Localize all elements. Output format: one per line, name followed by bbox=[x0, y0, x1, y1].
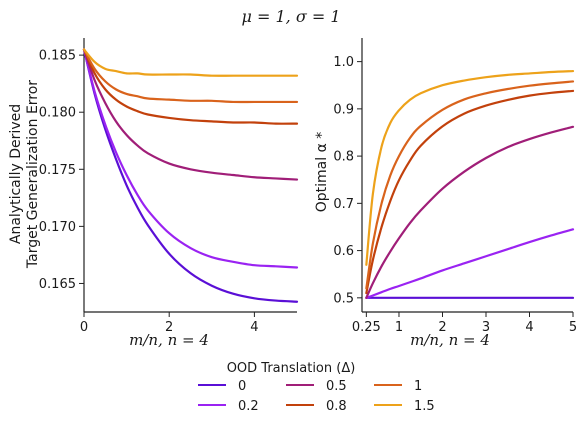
x-tick-label: 1 bbox=[395, 320, 403, 335]
y-tick-label: 0.5 bbox=[333, 291, 354, 306]
legend-entry-label: 0 bbox=[238, 379, 246, 394]
series-line-delta-0-5 bbox=[82, 48, 299, 181]
figure-suptitle: μ = 1, σ = 1 bbox=[241, 7, 340, 26]
legend-entry-label: 0.5 bbox=[326, 379, 347, 394]
y-tick-label: 0.185 bbox=[39, 49, 76, 64]
legend-entry-label: 1.5 bbox=[414, 399, 435, 414]
series-line-delta-0-2 bbox=[82, 48, 299, 269]
left-y-axis-label-line1: Analytically Derived bbox=[8, 104, 24, 244]
x-tick-label: 0.25 bbox=[352, 320, 381, 335]
series-line-delta-1 bbox=[365, 80, 575, 290]
x-tick-label: 2 bbox=[165, 320, 173, 335]
y-tick-label: 0.8 bbox=[333, 150, 354, 165]
left-x-axis-label: m/n, n = 4 bbox=[129, 331, 209, 349]
right-y-axis-label: Optimal α * bbox=[314, 132, 330, 213]
x-tick-label: 0 bbox=[80, 320, 88, 335]
y-tick-label: 0.175 bbox=[39, 163, 76, 178]
left-plot: 0 2 4 0.165 0.170 0.175 0.180 0.185 bbox=[39, 38, 299, 335]
series-line-delta-0-8 bbox=[365, 89, 575, 295]
series-line-delta-0-5 bbox=[365, 125, 575, 299]
y-tick-label: 0.7 bbox=[333, 197, 354, 212]
x-tick-label: 4 bbox=[250, 320, 258, 335]
legend: OOD Translation (Δ) 0 0.5 1 0.2 0.8 1.5 bbox=[198, 361, 435, 414]
series-line-delta-1-5 bbox=[365, 69, 575, 266]
y-tick-label: 1.0 bbox=[333, 55, 354, 70]
x-tick-label: 2 bbox=[438, 320, 446, 335]
legend-title: OOD Translation (Δ) bbox=[227, 361, 356, 376]
legend-entry-label: 0.8 bbox=[326, 399, 347, 414]
y-tick-label: 0.6 bbox=[333, 244, 354, 259]
y-tick-label: 0.9 bbox=[333, 102, 354, 117]
x-tick-label: 5 bbox=[569, 320, 577, 335]
y-tick-label: 0.180 bbox=[39, 106, 76, 121]
series-line-delta-1-5 bbox=[82, 48, 299, 77]
series-line-delta-0-8 bbox=[82, 48, 299, 125]
right-x-axis-label: m/n, n = 4 bbox=[410, 331, 490, 349]
right-plot: 0.25 1 2 3 4 5 0.5 0.6 0.7 0.8 0.9 1.0 bbox=[333, 38, 577, 335]
series-line-delta-0 bbox=[82, 48, 299, 303]
series-line-delta-0-2 bbox=[365, 228, 575, 299]
x-tick-label: 4 bbox=[525, 320, 533, 335]
legend-entry-label: 0.2 bbox=[238, 399, 259, 414]
series-line-delta-1 bbox=[82, 48, 299, 104]
legend-entry-label: 1 bbox=[414, 379, 422, 394]
y-tick-label: 0.170 bbox=[39, 220, 76, 235]
left-y-axis-label-line2: Target Generalization Error bbox=[25, 80, 41, 269]
y-tick-label: 0.165 bbox=[39, 277, 76, 292]
x-tick-label: 3 bbox=[482, 320, 490, 335]
